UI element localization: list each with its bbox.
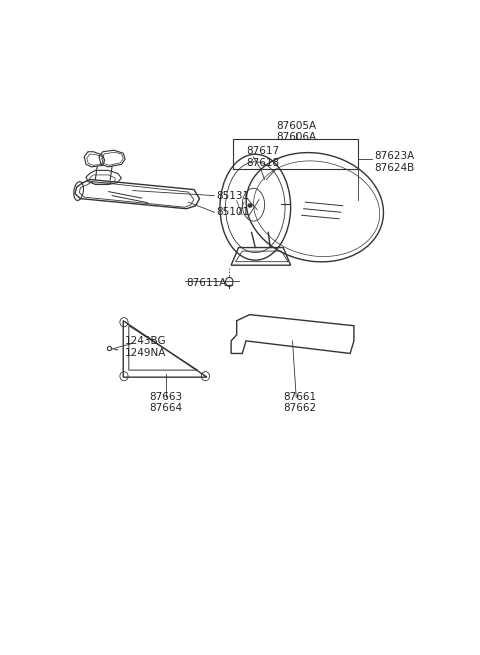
Text: 87605A
87606A: 87605A 87606A	[276, 121, 316, 142]
Text: 85101: 85101	[216, 207, 249, 217]
Text: 87617
87618: 87617 87618	[246, 146, 279, 168]
Text: 87623A
87624B: 87623A 87624B	[374, 151, 415, 173]
Text: 87663
87664: 87663 87664	[149, 392, 182, 413]
Text: 87611A: 87611A	[186, 278, 227, 288]
Text: 1243BG
1249NA: 1243BG 1249NA	[125, 336, 167, 358]
Text: 87661
87662: 87661 87662	[283, 392, 316, 413]
Text: 85131: 85131	[216, 191, 250, 200]
